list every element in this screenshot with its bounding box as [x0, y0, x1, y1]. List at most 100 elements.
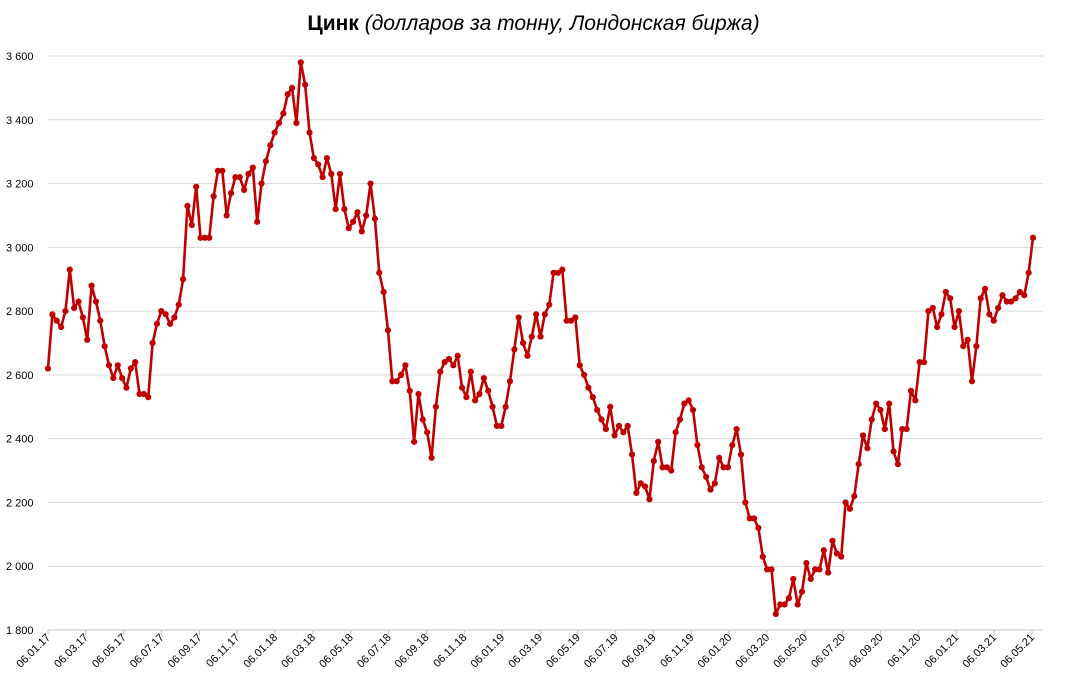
- data-point: [498, 422, 505, 430]
- data-point: [241, 186, 248, 194]
- data-point: [184, 202, 191, 209]
- data-point: [297, 59, 304, 66]
- data-point: [676, 416, 684, 423]
- x-tick-label: 06.11.17: [204, 632, 242, 670]
- data-point: [938, 311, 945, 318]
- x-tick-label: 06.07.17: [128, 632, 167, 671]
- data-point: [358, 228, 365, 235]
- data-point: [746, 515, 753, 522]
- chart-title-sub: (долларов за тонну, Лондонская биржа): [364, 12, 760, 35]
- data-point: [624, 422, 631, 430]
- y-tick-label: 3 000: [6, 242, 34, 254]
- data-point: [271, 129, 278, 136]
- data-point: [363, 212, 370, 219]
- data-point: [424, 429, 431, 436]
- data-point: [384, 327, 392, 334]
- data-point: [859, 432, 867, 439]
- data-point: [916, 359, 923, 366]
- data-point: [127, 365, 134, 372]
- data-point: [637, 480, 644, 487]
- data-point: [397, 371, 405, 378]
- x-tick-label: 06.05.20: [771, 632, 810, 671]
- data-point: [899, 426, 906, 433]
- data-point: [655, 438, 662, 445]
- chart-title: Цинк (долларов за тонну, Лондонская бирж…: [0, 12, 1067, 36]
- x-tick-label: 06.03.19: [506, 632, 545, 671]
- x-axis: [47, 629, 1043, 635]
- x-tick-label: 06.05.21: [998, 632, 1037, 671]
- x-tick-label: 06.01.20: [696, 632, 735, 671]
- data-point: [920, 359, 928, 366]
- data-point: [345, 225, 352, 232]
- data-point: [210, 193, 217, 200]
- data-point: [188, 221, 195, 229]
- data-point: [646, 496, 653, 503]
- x-tick-label: 06.01.19: [469, 632, 508, 671]
- data-point: [258, 180, 265, 187]
- data-point: [402, 362, 409, 369]
- y-tick-label: 2 000: [6, 561, 34, 573]
- data-point: [66, 266, 73, 273]
- data-point: [825, 569, 832, 576]
- data-point: [1021, 292, 1028, 299]
- data-point: [245, 170, 252, 178]
- data-point: [219, 167, 226, 174]
- data-point: [559, 266, 566, 273]
- data-point: [990, 317, 997, 324]
- data-point: [214, 167, 222, 174]
- data-point: [576, 362, 583, 369]
- data-point: [336, 170, 344, 178]
- data-point: [973, 343, 980, 350]
- data-point: [864, 445, 871, 452]
- data-point: [541, 311, 548, 318]
- data-point: [811, 566, 819, 573]
- data-point: [598, 416, 605, 423]
- data-point: [467, 368, 474, 375]
- data-point: [511, 346, 518, 353]
- x-tick-label: 06.03.20: [733, 632, 772, 671]
- data-point: [158, 308, 165, 315]
- data-point: [650, 457, 657, 465]
- data-point: [968, 378, 976, 385]
- data-point: [533, 311, 540, 318]
- data-point: [328, 170, 335, 178]
- data-point: [393, 378, 400, 385]
- data-point: [633, 489, 640, 496]
- x-tick-label: 06.01.18: [241, 632, 280, 671]
- data-point: [236, 174, 243, 181]
- data-point: [472, 397, 479, 404]
- data-point: [441, 359, 448, 366]
- data-point: [820, 547, 827, 554]
- data-point: [419, 416, 426, 423]
- data-point: [197, 234, 204, 241]
- data-point: [912, 397, 919, 404]
- data-point: [903, 426, 910, 433]
- data-point: [306, 129, 313, 136]
- data-point: [729, 441, 736, 449]
- data-point: [123, 384, 130, 391]
- data-point: [572, 314, 579, 321]
- data-point: [519, 339, 527, 347]
- data-point: [955, 308, 963, 315]
- y-tick-label: 1 800: [6, 625, 34, 637]
- data-point: [995, 304, 1002, 312]
- x-tick-label: 06.11.19: [658, 632, 696, 670]
- y-tick-label: 3 400: [6, 115, 34, 127]
- data-point: [310, 154, 317, 162]
- data-point: [833, 550, 840, 557]
- y-tick-label: 2 400: [6, 434, 34, 446]
- data-point: [284, 91, 291, 98]
- y-tick-label: 2 600: [6, 370, 34, 382]
- data-point: [942, 288, 949, 296]
- x-tick-label: 06.09.20: [847, 632, 886, 671]
- data-point: [546, 301, 553, 308]
- data-point: [415, 390, 422, 398]
- series-zinc: [44, 59, 1037, 618]
- data-point: [742, 499, 749, 506]
- data-point: [105, 362, 113, 369]
- data-point: [506, 378, 514, 385]
- data-point: [777, 601, 784, 608]
- data-point: [524, 352, 531, 359]
- x-axis-labels: 06.01.17 06.03.17 06.05.17 06.07.17 06.09.17…: [14, 632, 1037, 671]
